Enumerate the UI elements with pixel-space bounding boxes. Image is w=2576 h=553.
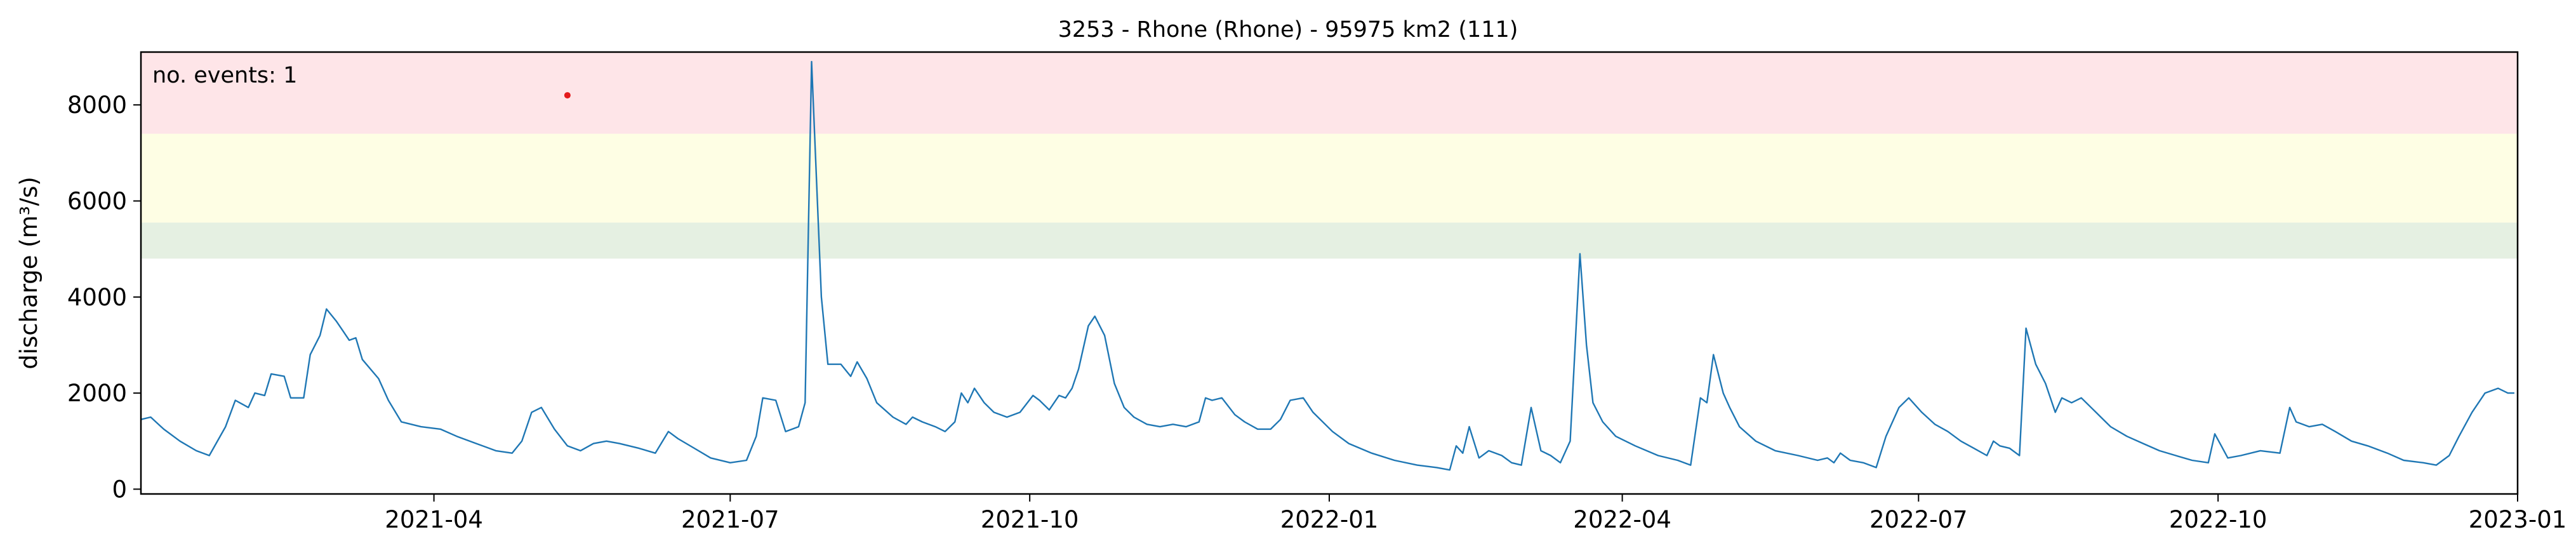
x-axis: 2021-04 2021-07 2021-10 2022-01 2022-04 2022-… — [385, 494, 2566, 533]
x-tick-label: 2022-01 — [1280, 506, 1379, 533]
y-tick-label: 0 — [112, 476, 127, 503]
x-tick-label: 2021-10 — [981, 506, 1079, 533]
threshold-band-1 — [141, 222, 2518, 259]
x-tick-label: 2022-10 — [2169, 506, 2267, 533]
events-count-annotation: no. events: 1 — [152, 63, 297, 88]
plot-frame — [140, 51, 2519, 495]
chart-title: 3253 - Rhone (Rhone) - 95975 km2 (111) — [1058, 17, 1518, 43]
x-tick-label: 2021-07 — [681, 506, 780, 533]
y-axis: 0 2000 4000 6000 8000 — [67, 91, 141, 503]
x-tick-label: 2022-04 — [1573, 506, 1671, 533]
y-axis-label: discharge (m³/s) — [15, 177, 43, 370]
event-markers — [564, 92, 571, 99]
threshold-bands — [141, 52, 2518, 259]
y-tick-label: 8000 — [67, 91, 127, 119]
threshold-band-2 — [141, 133, 2518, 223]
plot-area — [140, 60, 2514, 471]
y-tick-label: 2000 — [67, 380, 127, 407]
discharge-series-line — [140, 60, 2514, 471]
y-tick-label: 4000 — [67, 284, 127, 311]
y-tick-label: 6000 — [67, 188, 127, 215]
x-tick-label: 2023-01 — [2469, 506, 2567, 533]
x-tick-label: 2022-07 — [1869, 506, 1968, 533]
x-tick-label: 2021-04 — [385, 506, 483, 533]
event-marker — [564, 92, 571, 99]
threshold-band-3 — [141, 52, 2518, 134]
